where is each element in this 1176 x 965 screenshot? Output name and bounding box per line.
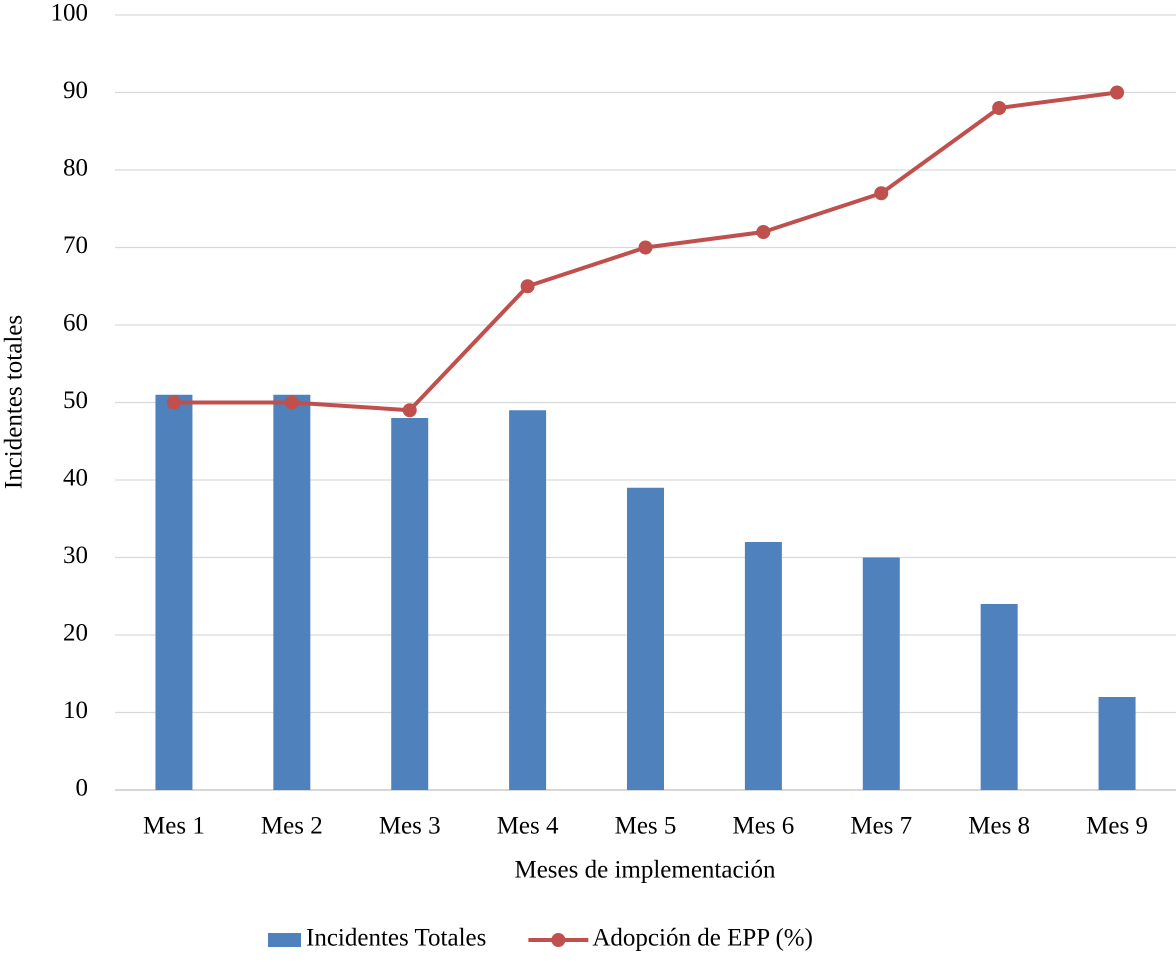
legend-marker	[551, 933, 566, 947]
line-marker	[1110, 85, 1125, 100]
y-tick-label: 50	[63, 387, 88, 414]
legend-label: Adopción de EPP (%)	[592, 925, 813, 952]
bar	[862, 557, 900, 790]
bar	[155, 394, 193, 790]
legend-label: Incidentes Totales	[306, 925, 486, 952]
bar	[509, 410, 547, 790]
y-tick-label: 0	[76, 775, 89, 802]
line-marker	[874, 186, 889, 201]
x-tick-label: Mes 4	[497, 813, 559, 840]
line-marker	[166, 395, 181, 410]
line-marker	[520, 279, 535, 294]
x-tick-label: Mes 6	[732, 813, 794, 840]
y-tick-label: 90	[63, 77, 88, 104]
x-tick-label: Mes 8	[968, 813, 1030, 840]
bar	[1098, 697, 1136, 790]
line-marker	[638, 240, 653, 255]
legend-swatch	[268, 933, 301, 947]
y-tick-label: 10	[63, 697, 88, 724]
bar	[391, 418, 429, 790]
line-marker	[756, 225, 771, 239]
bar	[627, 487, 664, 790]
y-tick-label: 80	[63, 155, 88, 182]
y-tick-label: 30	[63, 542, 88, 569]
y-tick-label: 70	[63, 232, 88, 259]
x-axis-label: Meses de implementación	[514, 857, 776, 884]
x-tick-label: Mes 5	[615, 813, 677, 840]
x-tick-label: Mes 9	[1086, 813, 1148, 840]
bar	[273, 394, 311, 790]
line-marker	[992, 101, 1007, 115]
y-tick-label: 60	[63, 310, 88, 337]
bar	[980, 604, 1018, 790]
bar	[744, 542, 782, 790]
line-marker	[284, 395, 299, 410]
x-tick-label: Mes 1	[143, 813, 205, 840]
x-tick-label: Mes 7	[850, 813, 912, 840]
y-tick-label: 40	[63, 465, 88, 492]
x-tick-label: Mes 2	[261, 813, 323, 840]
y-axis-label: Incidentes totales	[1, 315, 28, 489]
y-tick-label: 20	[63, 620, 88, 647]
line-marker	[402, 403, 417, 418]
y-tick-label: 100	[51, 0, 89, 27]
x-tick-label: Mes 3	[379, 813, 441, 840]
